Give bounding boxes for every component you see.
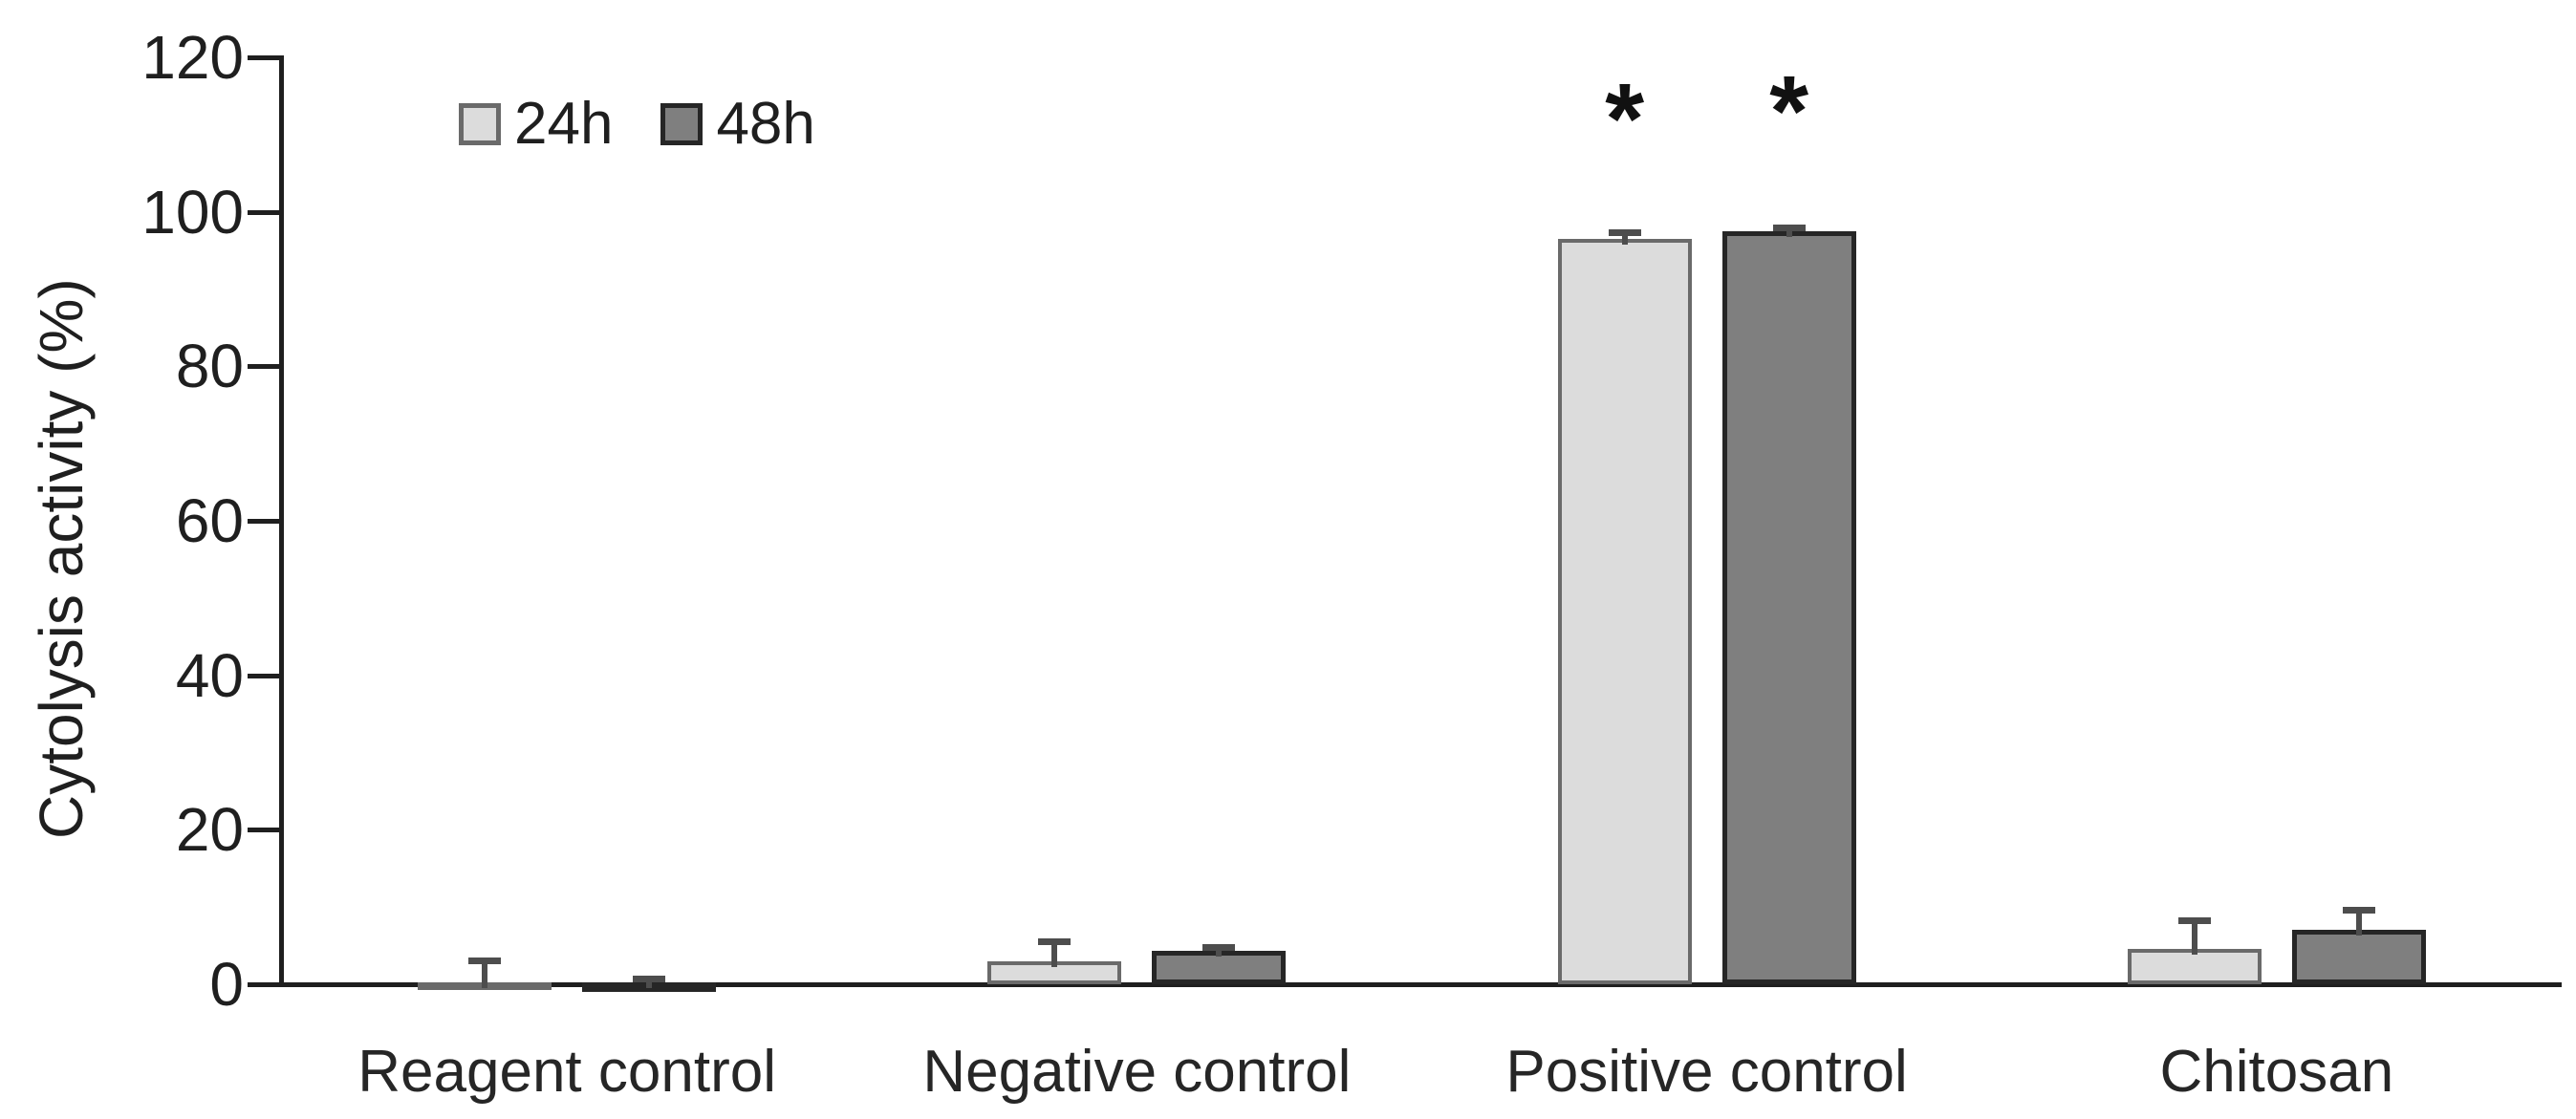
error-bar-stem bbox=[1621, 229, 1628, 245]
y-tick-label: 20 bbox=[175, 795, 244, 865]
legend-item-48h: 48h bbox=[660, 90, 815, 158]
legend-swatch-icon bbox=[459, 102, 501, 145]
error-bar-cap bbox=[2177, 917, 2211, 925]
error-bar-stem bbox=[1051, 937, 1058, 967]
y-tick-mark bbox=[248, 519, 282, 524]
y-tick-label: 0 bbox=[209, 950, 244, 1019]
y-tick-label: 120 bbox=[141, 23, 244, 92]
x-category-label: Reagent control bbox=[357, 1039, 776, 1105]
error-bar-cap bbox=[2342, 907, 2375, 915]
x-axis-line bbox=[248, 982, 2562, 987]
y-tick-label: 80 bbox=[175, 332, 244, 401]
error-bar-cap bbox=[1772, 225, 1806, 232]
error-bar-stem bbox=[2355, 907, 2362, 936]
y-tick-mark bbox=[248, 364, 282, 370]
y-tick-mark bbox=[248, 209, 282, 215]
y-tick-mark bbox=[248, 673, 282, 678]
legend-label: 24h bbox=[514, 91, 614, 157]
y-tick-label: 40 bbox=[175, 640, 244, 710]
y-tick-label: 60 bbox=[175, 486, 244, 555]
legend-label: 48h bbox=[716, 91, 815, 157]
significance-asterisk: * bbox=[1769, 54, 1809, 167]
legend-swatch-icon bbox=[660, 102, 704, 145]
error-bar-cap bbox=[633, 976, 666, 983]
bar-24h bbox=[987, 960, 1122, 984]
error-bar-cap bbox=[1038, 937, 1072, 945]
error-bar-stem bbox=[482, 957, 488, 989]
error-bar-cap bbox=[1608, 229, 1641, 237]
significance-asterisk: * bbox=[1605, 62, 1645, 175]
legend-item-24h: 24h bbox=[459, 90, 613, 158]
x-category-label: Negative control bbox=[922, 1039, 1352, 1105]
y-tick-mark bbox=[248, 982, 282, 987]
bar-48h bbox=[2291, 930, 2426, 984]
x-category-label: Positive control bbox=[1505, 1039, 1908, 1105]
error-bar-cap bbox=[1202, 943, 1236, 951]
y-tick-mark bbox=[248, 55, 282, 60]
bar-24h bbox=[1557, 238, 1692, 984]
plot-area: Cytolysis activity (%) 0 20 40 60 80 100 120 *… bbox=[27, 23, 2562, 1105]
bar-48h bbox=[1721, 230, 1856, 984]
legend: 24h 48h bbox=[459, 90, 815, 158]
y-tick-mark bbox=[248, 828, 282, 833]
x-category-label: Chitosan bbox=[2159, 1039, 2394, 1105]
error-bar-cap bbox=[468, 957, 502, 964]
y-tick-label: 100 bbox=[141, 177, 244, 247]
error-bar-stem bbox=[2191, 917, 2197, 955]
